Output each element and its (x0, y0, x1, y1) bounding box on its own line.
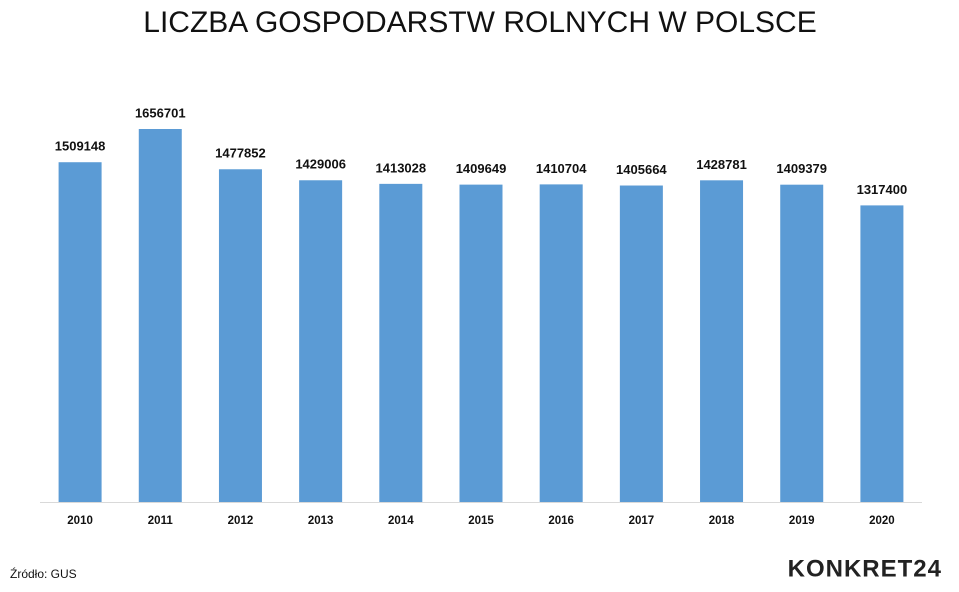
bar (459, 184, 503, 502)
bar (58, 162, 102, 502)
value-label: 1429006 (295, 157, 346, 172)
bar (700, 180, 744, 502)
value-label: 1413028 (376, 160, 427, 175)
value-label: 1409649 (456, 161, 507, 176)
bar (138, 129, 182, 502)
x-tick-label: 2012 (228, 515, 254, 527)
bar (299, 180, 343, 502)
value-label: 1410704 (536, 161, 587, 176)
x-tick-label: 2013 (308, 515, 334, 527)
value-label: 1317400 (857, 182, 908, 197)
bar (780, 184, 824, 502)
value-label: 1409379 (776, 161, 827, 176)
value-label: 1477852 (215, 146, 266, 161)
x-tick-label: 2010 (67, 515, 93, 527)
x-tick-label: 2015 (468, 515, 494, 527)
x-tick-label: 2014 (388, 515, 414, 527)
x-tick-label: 2011 (148, 515, 174, 527)
bar (218, 169, 262, 502)
chart-title: LICZBA GOSPODARSTW ROLNYCH W POLSCE (143, 6, 816, 39)
bar (860, 205, 904, 503)
x-tick-label: 2020 (869, 515, 895, 527)
x-tick-label: 2018 (709, 515, 735, 527)
x-tick-label: 2016 (548, 515, 574, 527)
value-label: 1428781 (696, 157, 747, 172)
bar (539, 184, 583, 502)
logo: KONKRET24 (788, 555, 942, 582)
value-label: 1509148 (55, 139, 106, 154)
bar (379, 183, 423, 502)
value-label: 1405664 (616, 162, 667, 177)
bar (619, 185, 663, 503)
x-tick-label: 2019 (789, 515, 815, 527)
x-tick-label: 2017 (629, 515, 655, 527)
source: Źródło: GUS (10, 566, 77, 581)
value-label: 1656701 (135, 105, 186, 120)
